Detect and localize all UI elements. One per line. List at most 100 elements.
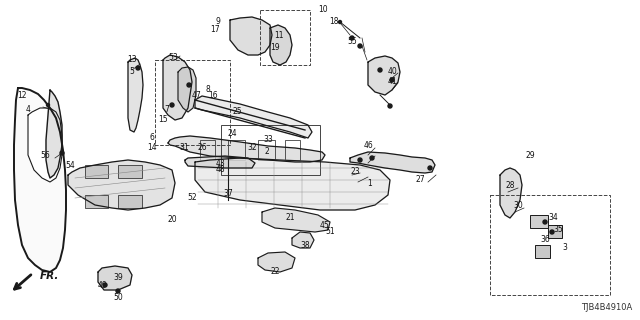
Circle shape bbox=[390, 78, 394, 82]
Text: 21: 21 bbox=[285, 213, 295, 222]
Text: 15: 15 bbox=[158, 116, 168, 124]
Polygon shape bbox=[128, 58, 143, 132]
Bar bbox=[155, 60, 230, 145]
Text: 11: 11 bbox=[275, 30, 284, 39]
Text: TJB4B4910A: TJB4B4910A bbox=[580, 303, 632, 312]
Bar bbox=[85, 165, 108, 178]
Polygon shape bbox=[98, 266, 132, 290]
Bar bbox=[118, 165, 142, 178]
Text: 13: 13 bbox=[127, 55, 137, 65]
Polygon shape bbox=[258, 252, 295, 272]
Polygon shape bbox=[262, 208, 330, 232]
Text: 54: 54 bbox=[65, 161, 75, 170]
Text: 56: 56 bbox=[40, 150, 50, 159]
Text: 37: 37 bbox=[223, 188, 233, 197]
Text: 9: 9 bbox=[216, 18, 220, 27]
Circle shape bbox=[550, 230, 554, 234]
Polygon shape bbox=[168, 136, 325, 162]
Polygon shape bbox=[270, 25, 292, 65]
Text: 50: 50 bbox=[113, 292, 123, 301]
Polygon shape bbox=[195, 96, 312, 138]
Polygon shape bbox=[350, 152, 435, 173]
Text: 45: 45 bbox=[320, 220, 330, 229]
Circle shape bbox=[358, 44, 362, 48]
Polygon shape bbox=[230, 17, 272, 55]
Bar bbox=[85, 195, 108, 208]
Text: 28: 28 bbox=[505, 180, 515, 189]
Text: 24: 24 bbox=[227, 129, 237, 138]
Polygon shape bbox=[68, 160, 175, 210]
Text: 18: 18 bbox=[329, 18, 339, 27]
Circle shape bbox=[339, 20, 342, 23]
Bar bbox=[118, 195, 142, 208]
Polygon shape bbox=[46, 90, 62, 178]
Text: 19: 19 bbox=[270, 44, 280, 52]
Text: 47: 47 bbox=[191, 92, 201, 100]
Text: 33: 33 bbox=[263, 135, 273, 145]
Text: 4: 4 bbox=[26, 106, 31, 115]
Text: 35: 35 bbox=[553, 226, 563, 235]
Text: 41: 41 bbox=[387, 77, 397, 86]
Text: 46: 46 bbox=[363, 140, 373, 149]
Text: 8: 8 bbox=[205, 85, 211, 94]
Circle shape bbox=[350, 36, 354, 40]
Text: FR.: FR. bbox=[40, 271, 60, 281]
Bar bbox=[285, 140, 300, 160]
Text: 7: 7 bbox=[164, 106, 170, 115]
Text: 48: 48 bbox=[215, 165, 225, 174]
Circle shape bbox=[370, 156, 374, 160]
Text: 14: 14 bbox=[147, 143, 157, 153]
Text: 3: 3 bbox=[563, 244, 568, 252]
Polygon shape bbox=[195, 158, 390, 210]
Text: 29: 29 bbox=[525, 150, 535, 159]
Text: 12: 12 bbox=[17, 92, 27, 100]
Text: 40: 40 bbox=[387, 68, 397, 76]
Text: 49: 49 bbox=[98, 282, 108, 291]
Text: 53: 53 bbox=[168, 52, 178, 61]
Text: 52: 52 bbox=[187, 193, 197, 202]
Polygon shape bbox=[292, 232, 314, 248]
Text: 16: 16 bbox=[208, 92, 218, 100]
Text: 1: 1 bbox=[367, 179, 372, 188]
Polygon shape bbox=[500, 168, 522, 218]
Text: 31: 31 bbox=[179, 143, 189, 153]
Bar bbox=[200, 140, 215, 160]
Text: 43: 43 bbox=[216, 158, 226, 167]
Text: 17: 17 bbox=[210, 26, 220, 35]
Circle shape bbox=[170, 103, 174, 107]
Bar bbox=[548, 225, 562, 238]
Text: 36: 36 bbox=[540, 236, 550, 244]
Text: 22: 22 bbox=[270, 267, 280, 276]
Bar bbox=[260, 10, 310, 65]
Text: 10: 10 bbox=[318, 5, 328, 14]
Circle shape bbox=[136, 66, 140, 70]
Text: 20: 20 bbox=[167, 215, 177, 225]
Text: 26: 26 bbox=[197, 142, 207, 151]
Text: 27: 27 bbox=[415, 175, 425, 185]
Bar bbox=[535, 245, 550, 258]
Text: 55: 55 bbox=[347, 37, 357, 46]
Polygon shape bbox=[163, 55, 192, 120]
Circle shape bbox=[543, 220, 547, 224]
Text: 2: 2 bbox=[264, 148, 269, 156]
Circle shape bbox=[60, 151, 64, 155]
Polygon shape bbox=[178, 67, 196, 112]
Circle shape bbox=[428, 166, 432, 170]
Text: 32: 32 bbox=[247, 142, 257, 151]
Circle shape bbox=[47, 103, 49, 107]
Text: 38: 38 bbox=[300, 241, 310, 250]
Text: 6: 6 bbox=[150, 133, 154, 142]
Text: 25: 25 bbox=[232, 108, 242, 116]
Text: 51: 51 bbox=[325, 228, 335, 236]
Text: 5: 5 bbox=[129, 68, 134, 76]
Circle shape bbox=[187, 83, 191, 87]
Circle shape bbox=[103, 283, 107, 287]
Circle shape bbox=[378, 68, 382, 72]
Polygon shape bbox=[368, 56, 400, 95]
Bar bbox=[228, 140, 245, 160]
Circle shape bbox=[388, 104, 392, 108]
Polygon shape bbox=[28, 108, 62, 182]
Bar bbox=[258, 140, 275, 160]
Text: 23: 23 bbox=[350, 167, 360, 177]
Polygon shape bbox=[14, 88, 66, 272]
